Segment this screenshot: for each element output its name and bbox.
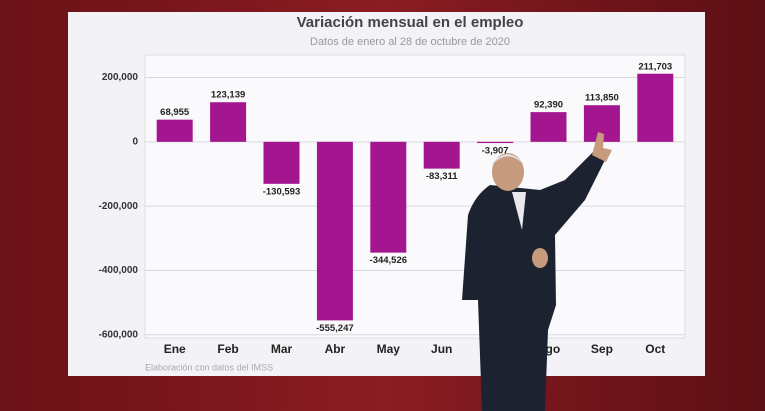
value-label: 113,850 <box>585 93 619 104</box>
x-tick-label: Ene <box>164 342 186 356</box>
bar <box>424 142 460 169</box>
bar <box>210 102 246 142</box>
value-label: 68,955 <box>160 107 190 118</box>
x-tick-label: Oct <box>645 342 665 356</box>
bar <box>157 120 193 142</box>
chart-subtitle: Datos de enero al 28 de octubre de 2020 <box>310 36 510 48</box>
value-label: -130,593 <box>263 186 301 197</box>
y-tick-label: -400,000 <box>99 265 139 276</box>
x-tick-label: May <box>377 342 401 356</box>
bar <box>264 142 300 184</box>
bar <box>531 112 567 142</box>
y-tick-label: 0 <box>132 136 138 147</box>
value-label: 123,139 <box>211 90 245 101</box>
x-tick-label: Abr <box>325 342 346 356</box>
value-label: -555,247 <box>316 323 354 334</box>
bar <box>370 142 406 253</box>
x-tick-label: Mar <box>271 342 293 356</box>
x-tick-label: Feb <box>217 342 238 356</box>
y-tick-label: 200,000 <box>102 72 139 83</box>
value-label: -83,311 <box>426 171 458 182</box>
y-tick-label: -600,000 <box>99 329 139 340</box>
bar <box>477 142 513 143</box>
source-note: Elaboración con datos del IMSS <box>145 362 273 372</box>
x-tick-label: Sep <box>591 342 613 356</box>
bar <box>637 74 673 142</box>
value-label: 92,390 <box>534 100 563 111</box>
screenshot: Variación mensual en el empleo Datos de … <box>0 0 765 411</box>
chart-title: Variación mensual en el empleo <box>297 14 524 31</box>
value-label: 211,703 <box>638 61 672 72</box>
value-label: -344,526 <box>370 255 408 266</box>
bar <box>317 142 353 321</box>
y-tick-label: -200,000 <box>99 201 139 212</box>
presenter-left-hand <box>532 248 548 268</box>
x-tick-label: Jun <box>431 342 452 356</box>
